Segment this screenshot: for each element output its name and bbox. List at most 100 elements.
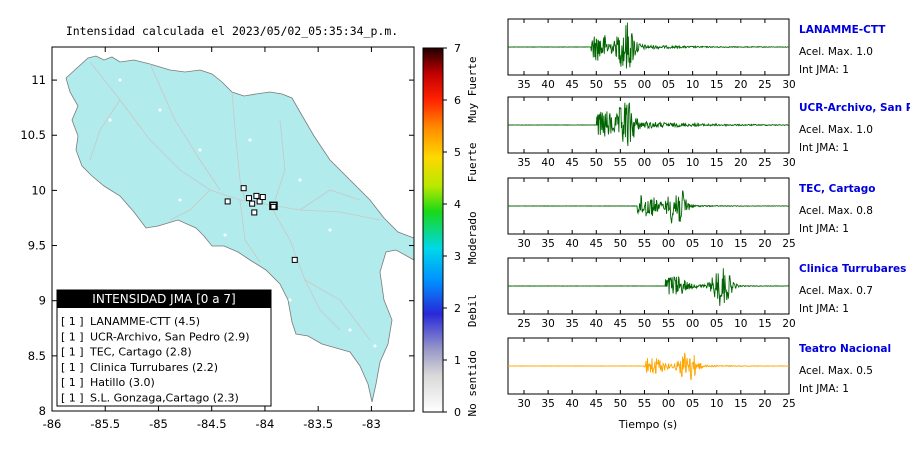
waveform-tick-label: 30 (517, 238, 530, 250)
waveform-tick-label: 45 (565, 157, 578, 169)
waveform-trace (507, 102, 790, 147)
waveform-tick-label: 10 (686, 79, 699, 91)
waveform-accel-max: Acel. Max. 0.5 (799, 365, 873, 377)
map-x-tick-label: -84 (256, 417, 275, 431)
waveform-station-name: LANAMME-CTT (799, 24, 886, 36)
waveform-tick-label: 15 (710, 79, 723, 91)
waveform-tick-label: 15 (710, 157, 723, 169)
waveform-tick-label: 40 (565, 398, 578, 410)
waveform-accel-max: Acel. Max. 0.7 (799, 285, 873, 297)
waveform-tick-label: 00 (662, 398, 675, 410)
legend-item-label: LANAMME-CTT (4.5) (90, 315, 200, 328)
waveform-tick-label: 40 (541, 79, 554, 91)
station-marker (291, 256, 298, 263)
waveform-tick-label: 50 (638, 318, 651, 330)
waveform-jma-intensity: Int JMA: 1 (799, 64, 849, 76)
map-y-tick-label: 11 (31, 73, 46, 87)
waveform-tick-label: 00 (638, 157, 651, 169)
colorbar-category-label: Debil (466, 294, 479, 327)
waveform-tick-label: 45 (614, 318, 627, 330)
map-x-tick-label: -84.5 (197, 417, 227, 431)
legend-item-label: UCR-Archivo, San Pedro (2.9) (90, 330, 250, 343)
waveform-tick-label: 30 (541, 318, 554, 330)
map-x-tick-label: -85.5 (90, 417, 120, 431)
waveform-trace (507, 190, 790, 224)
colorbar-tick-label: 6 (454, 94, 461, 107)
legend-header (57, 290, 271, 308)
legend-item-prefix: [ 1 ] (61, 315, 84, 328)
waveform-tick-label: 35 (565, 318, 578, 330)
waveform-tick-label: 50 (590, 157, 603, 169)
waveform-jma-intensity: Int JMA: 1 (799, 223, 849, 235)
station-marker (256, 198, 263, 205)
waveform-tick-label: 35 (517, 157, 530, 169)
legend-item-prefix: [ 1 ] (61, 376, 84, 389)
legend-box (56, 289, 272, 407)
waveform-panel: 35 40 45 50 55 00 05 10 15 20 25 30 UCR-Archivo, San… (507, 96, 910, 169)
station-marker (251, 209, 258, 216)
legend-items: [ 1 ] LANAMME-CTT (4.5) [ 1 ] UCR-Archivo, … (61, 315, 250, 405)
waveform-tick-label: 35 (541, 398, 554, 410)
station-marker (253, 192, 260, 199)
map-y-tick-label: 8 (39, 404, 46, 418)
waveform-jma-intensity: Int JMA: 1 (799, 303, 849, 315)
waveform-tick-label: 00 (686, 318, 699, 330)
waveform-tick-label: 55 (638, 398, 651, 410)
waveform-panel: 30 35 40 45 50 55 00 05 10 15 20 25 TEC, Cartago Acel… (507, 177, 876, 250)
station-marker (245, 195, 252, 202)
waveform-tick-label: 50 (590, 79, 603, 91)
map-x-tick-label: -85 (149, 417, 168, 431)
waveform-tick-label: 55 (614, 79, 627, 91)
waveform-accel-max: Acel. Max. 1.0 (799, 46, 873, 58)
colorbar-gradient (422, 47, 444, 413)
waveform-jma-intensity: Int JMA: 1 (799, 383, 849, 395)
waveform-tick-label: 25 (758, 157, 771, 169)
waveform-tick-label: 00 (638, 79, 651, 91)
map-y-tick-label: 8.5 (28, 349, 46, 363)
waveform-tick-label: 25 (782, 398, 795, 410)
waveform-panel: 35 40 45 50 55 00 05 10 15 20 25 30 LANAMME-CTT Acel.… (507, 18, 886, 91)
legend-item-prefix: [ 1 ] (61, 330, 84, 343)
waveform-tick-label: 10 (710, 398, 723, 410)
map-y-tick-label: 10 (31, 183, 46, 197)
intensity-colorbar: 0 1 2 3 4 5 6 7 No sentido Debil Moderado Fuerte Mu… (422, 42, 479, 419)
map-x-axis: -86 -85.5 -85 -84.5 -84 -83.5 -83 (43, 47, 381, 431)
waveform-tick-label: 20 (758, 398, 771, 410)
colorbar-tick-label: 1 (454, 354, 461, 367)
station-marker (224, 198, 231, 205)
waveform-tick-label: 40 (541, 157, 554, 169)
map-y-tick-label: 10.5 (20, 128, 46, 142)
legend-item-label: TEC, Cartago (2.8) (89, 346, 192, 359)
waveform-tick-label: 50 (614, 238, 627, 250)
waveform-panels: 35 40 45 50 55 00 05 10 15 20 25 30 LANAMME-CTT Acel.… (507, 18, 910, 410)
map-y-axis: 8 8.5 9 9.5 10 10.5 11 (20, 73, 414, 418)
waveform-tick-label: 20 (734, 79, 747, 91)
station-marker (249, 200, 256, 207)
epicenter-marker (269, 201, 278, 211)
map-x-tick-label: -83.5 (303, 417, 333, 431)
waveform-tick-label: 30 (782, 79, 795, 91)
legend-item-prefix: [ 1 ] (61, 346, 84, 359)
colorbar-tick-label: 7 (454, 42, 461, 55)
colorbar-tick-label: 3 (454, 250, 461, 263)
map-y-tick-label: 9 (39, 294, 46, 308)
station-markers (224, 185, 298, 263)
waveform-panel: 30 35 40 45 50 55 00 05 10 15 20 25 Teatro Nacional A… (507, 337, 891, 410)
colorbar-labels: No sentido Debil Moderado Fuerte Muy Fuerte (466, 56, 479, 416)
waveform-station-name: Clinica Turrubares (799, 263, 906, 275)
legend-item-label: Hatillo (3.0) (90, 376, 155, 389)
map-frame (51, 46, 415, 412)
road-network (89, 61, 381, 341)
waveform-tick-label: 25 (517, 318, 530, 330)
waveform-station-name: UCR-Archivo, San Pedro (799, 102, 910, 114)
colorbar-category-label: Fuerte (466, 143, 479, 183)
colorbar-tick-label: 0 (454, 406, 461, 419)
waveform-tick-label: 45 (590, 238, 603, 250)
waveform-station-name: Teatro Nacional (799, 343, 891, 355)
waveform-tick-label: 20 (758, 238, 771, 250)
map-title: Intensidad calculada el 2023/05/02_05:35… (66, 24, 398, 38)
waveform-tick-label: 30 (517, 398, 530, 410)
colorbar-tick-label: 5 (454, 146, 461, 159)
